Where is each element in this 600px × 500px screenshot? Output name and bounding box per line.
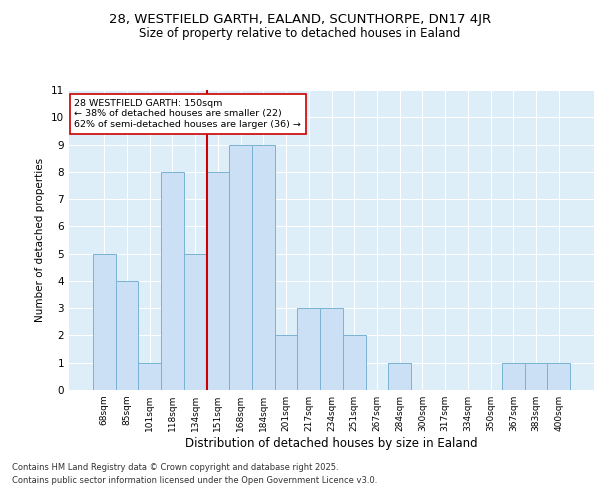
Text: Contains HM Land Registry data © Crown copyright and database right 2025.: Contains HM Land Registry data © Crown c… (12, 462, 338, 471)
Bar (184, 254, 206, 390)
Bar (502, 362, 524, 390)
X-axis label: Distribution of detached houses by size in Ealand: Distribution of detached houses by size … (185, 437, 478, 450)
Bar (275, 336, 298, 390)
Bar (252, 144, 275, 390)
Bar (343, 336, 365, 390)
Text: Contains public sector information licensed under the Open Government Licence v3: Contains public sector information licen… (12, 476, 377, 485)
Bar (547, 362, 570, 390)
Bar (139, 362, 161, 390)
Y-axis label: Number of detached properties: Number of detached properties (35, 158, 46, 322)
Bar (229, 144, 252, 390)
Text: Size of property relative to detached houses in Ealand: Size of property relative to detached ho… (139, 28, 461, 40)
Bar (206, 172, 229, 390)
Text: 28, WESTFIELD GARTH, EALAND, SCUNTHORPE, DN17 4JR: 28, WESTFIELD GARTH, EALAND, SCUNTHORPE,… (109, 12, 491, 26)
Bar (161, 172, 184, 390)
Bar (116, 281, 139, 390)
Bar (298, 308, 320, 390)
Text: 28 WESTFIELD GARTH: 150sqm
← 38% of detached houses are smaller (22)
62% of semi: 28 WESTFIELD GARTH: 150sqm ← 38% of deta… (74, 99, 301, 129)
Bar (93, 254, 116, 390)
Bar (320, 308, 343, 390)
Bar (524, 362, 547, 390)
Bar (388, 362, 411, 390)
